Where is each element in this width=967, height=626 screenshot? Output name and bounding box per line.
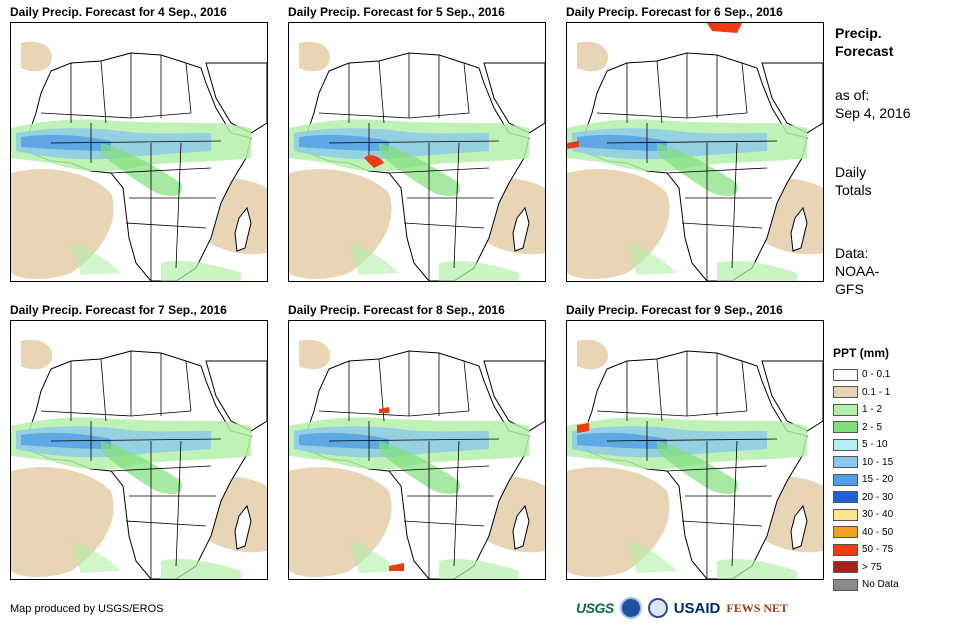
panel-title: Daily Precip. Forecast for 4 Sep., 2016 [10, 5, 227, 19]
panel-title: Daily Precip. Forecast for 7 Sep., 2016 [10, 303, 227, 317]
totals-line-1: Daily [835, 164, 867, 180]
legend-label: 30 - 40 [862, 509, 894, 521]
legend-swatch [833, 403, 858, 416]
legend-swatch [833, 491, 858, 504]
legend-label: 2 - 5 [862, 421, 883, 433]
legend-swatch [833, 438, 858, 451]
legend-label: 0 - 0.1 [862, 369, 891, 381]
legend-swatch [833, 473, 858, 486]
data-label: Data: [835, 245, 869, 261]
legend-row: 0 - 0.1 [833, 366, 963, 384]
legend-label: No Data [862, 579, 899, 591]
legend-row: No Data [833, 576, 963, 594]
legend-swatch [833, 456, 858, 469]
legend-row: 15 - 20 [833, 471, 963, 489]
legend-label: 20 - 30 [862, 491, 894, 503]
legend-swatch [833, 561, 858, 574]
legend-row: 30 - 40 [833, 506, 963, 524]
map-credit: Map produced by USGS/EROS [10, 603, 164, 615]
legend-row: 1 - 2 [833, 401, 963, 419]
totals-block: Daily Totals [835, 163, 872, 199]
forecast-panel-sep-5: Daily Precip. Forecast for 5 Sep., 2016 [288, 5, 558, 285]
panel-title: Daily Precip. Forecast for 6 Sep., 2016 [566, 5, 783, 19]
nasa-logo [647, 598, 668, 618]
heading-line-2: Forecast [835, 43, 894, 59]
legend-label: 0.1 - 1 [862, 386, 891, 398]
panel-title: Daily Precip. Forecast for 9 Sep., 2016 [566, 303, 783, 317]
legend-row: 0.1 - 1 [833, 384, 963, 402]
legend-label: 1 - 2 [862, 404, 883, 416]
noaa-logo [619, 597, 642, 619]
precip-map [10, 22, 268, 282]
precip-legend: PPT (mm) 0 - 0.1 0.1 - 1 1 - 2 2 - 5 5 - 10 1… [833, 346, 963, 594]
forecast-panel-sep-4: Daily Precip. Forecast for 4 Sep., 2016 [10, 5, 280, 285]
data-line-2: GFS [835, 281, 864, 297]
legend-swatch [833, 526, 858, 539]
forecast-panel-sep-6: Daily Precip. Forecast for 6 Sep., 2016 [566, 5, 836, 285]
legend-swatch [833, 421, 858, 434]
legend-swatch [833, 508, 858, 521]
legend-swatch [833, 543, 858, 556]
usaid-logo: USAID [673, 599, 721, 617]
legend-label: > 75 [862, 561, 882, 573]
legend-row: 40 - 50 [833, 524, 963, 542]
forecast-panel-sep-9: Daily Precip. Forecast for 9 Sep., 2016 [566, 303, 836, 583]
precip-map [566, 320, 824, 580]
precip-map [566, 22, 824, 282]
product-heading: Precip. Forecast [835, 24, 893, 60]
legend-label: 50 - 75 [862, 544, 894, 556]
fews-net-logo: FEWS NET [726, 600, 789, 615]
heading-line-1: Precip. [835, 25, 882, 41]
as-of-date: Sep 4, 2016 [835, 105, 911, 121]
usgs-logo: USGS [576, 600, 614, 616]
legend-label: 40 - 50 [862, 526, 894, 538]
precip-map [288, 22, 546, 282]
forecast-panel-sep-7: Daily Precip. Forecast for 7 Sep., 2016 [10, 303, 280, 583]
legend-label: 10 - 15 [862, 456, 894, 468]
legend-row: > 75 [833, 559, 963, 577]
legend-title: PPT (mm) [833, 346, 890, 360]
legend-swatch [833, 578, 858, 591]
totals-line-2: Totals [835, 182, 872, 198]
legend-row: 20 - 30 [833, 489, 963, 507]
partner-logos: USGS USAID FEWS NET [576, 596, 788, 620]
data-source-block: Data: NOAA- GFS [835, 244, 879, 298]
as-of-block: as of: Sep 4, 2016 [835, 86, 911, 122]
as-of-label: as of: [835, 87, 870, 103]
legend-swatch [833, 386, 858, 399]
legend-label: 5 - 10 [862, 439, 888, 451]
legend-row: 2 - 5 [833, 419, 963, 437]
legend-row: 10 - 15 [833, 454, 963, 472]
forecast-panel-sep-8: Daily Precip. Forecast for 8 Sep., 2016 [288, 303, 558, 583]
panel-title: Daily Precip. Forecast for 8 Sep., 2016 [288, 303, 505, 317]
panel-title: Daily Precip. Forecast for 5 Sep., 2016 [288, 5, 505, 19]
legend-label: 15 - 20 [862, 474, 894, 486]
data-line-1: NOAA- [835, 263, 880, 279]
legend-row: 5 - 10 [833, 436, 963, 454]
legend-swatch [833, 368, 858, 381]
legend-row: 50 - 75 [833, 541, 963, 559]
precip-map [10, 320, 268, 580]
precip-map [288, 320, 546, 580]
